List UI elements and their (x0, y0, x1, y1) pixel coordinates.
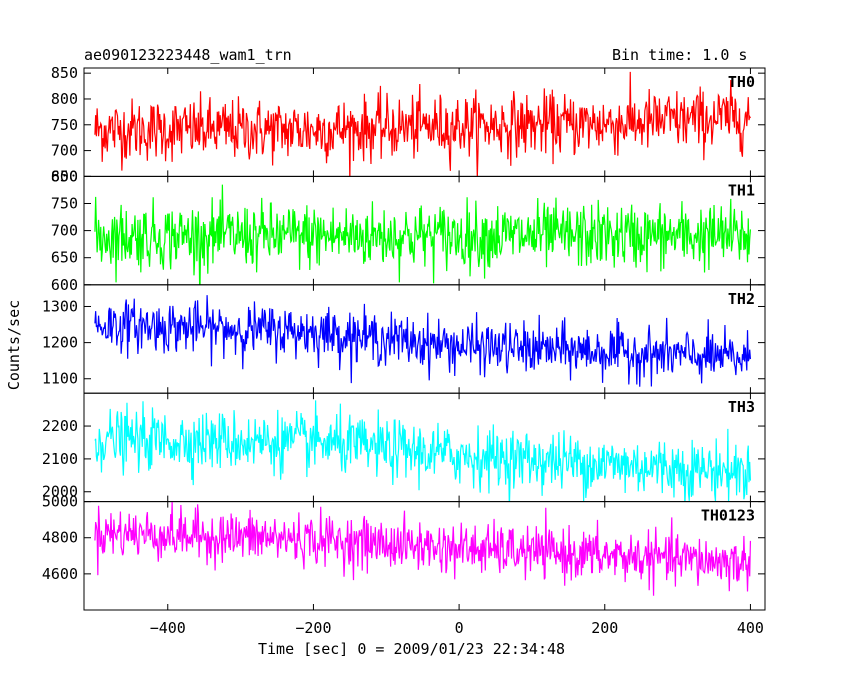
series-th2 (94, 295, 752, 387)
y-tick-label: 800 (51, 90, 78, 108)
x-tick-label: 400 (737, 619, 764, 637)
y-tick-label: 850 (51, 64, 78, 82)
panel-th1: 600 650 700 750 800 TH1 (51, 167, 766, 294)
y-tick-label: 700 (51, 222, 78, 240)
y-tick-label: 2100 (42, 450, 78, 468)
x-tick-label: 200 (591, 619, 618, 637)
series-th0123 (94, 501, 752, 596)
panel-th0: 650 700 750 800 850 TH0 (51, 64, 766, 185)
x-tick-label: −200 (295, 619, 331, 637)
y-tick-label: 2200 (42, 417, 78, 435)
y-tick-label: 650 (51, 249, 78, 267)
x-tick-label: −400 (150, 619, 186, 637)
x-axis-label: Time [sec] 0 = 2009/01/23 22:34:48 (258, 640, 566, 658)
y-axis-label: Counts/sec (5, 299, 23, 391)
series-th3 (94, 400, 752, 502)
y-tick-label: 650 (51, 167, 78, 185)
plot-title: ae090123223448_wam1_trn (84, 46, 292, 64)
panel-frame (83, 501, 766, 611)
y-tick-label: 4600 (42, 565, 78, 583)
y-tick-label: 1200 (42, 334, 78, 352)
panel-label: TH2 (728, 290, 755, 308)
panel-label: TH3 (728, 398, 755, 416)
series-th0 (94, 71, 751, 177)
panel-th2: 1100 1200 1300 TH2 (42, 284, 766, 394)
bin-time-label: Bin time: 1.0 s (612, 46, 748, 64)
y-tick-label: 800 (51, 167, 78, 185)
y-tick-label: 1100 (42, 370, 78, 388)
series-th1 (94, 184, 752, 285)
y-tick-label: 4800 (42, 529, 78, 547)
y-tick-label: 600 (51, 276, 78, 294)
y-tick-label: 700 (51, 142, 78, 160)
panel-th3: 2000 2100 2200 TH3 (42, 392, 766, 503)
y-tick-label: 750 (51, 195, 78, 213)
y-tick-label: 2000 (42, 483, 78, 501)
y-tick-label: 5000 (42, 493, 78, 511)
panel-label: TH0123 (701, 507, 755, 525)
panel-th0123: 4600 4800 5000 TH0123 (42, 493, 766, 611)
x-tick-label: 0 (455, 619, 464, 637)
panel-label: TH0 (728, 73, 755, 91)
y-tick-label: 750 (51, 116, 78, 134)
y-tick-label: 1300 (42, 297, 78, 315)
panel-label: TH1 (728, 181, 755, 199)
